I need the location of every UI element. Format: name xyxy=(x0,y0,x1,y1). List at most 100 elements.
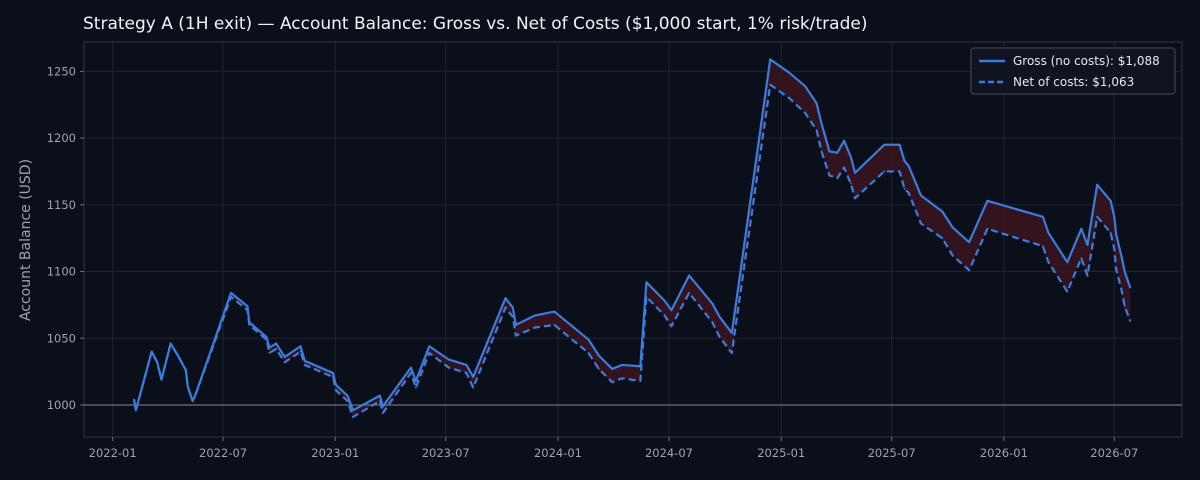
data-point-gross xyxy=(718,315,721,318)
data-point-net xyxy=(1042,245,1044,248)
data-point-net xyxy=(951,254,954,257)
data-point-gross xyxy=(283,356,286,358)
data-point-gross xyxy=(788,71,791,74)
data-point-net xyxy=(299,350,302,353)
data-point-gross xyxy=(843,139,845,142)
data-point-gross xyxy=(849,155,852,158)
data-point-net xyxy=(246,309,249,312)
series-line-gross xyxy=(132,58,1132,412)
data-point-net xyxy=(587,352,590,354)
data-point-gross xyxy=(688,274,691,277)
data-point-net xyxy=(160,378,163,381)
data-point-gross xyxy=(1096,183,1099,186)
x-tick-label: 2024-07 xyxy=(645,446,693,460)
data-point-gross xyxy=(730,332,733,334)
data-point-net xyxy=(428,352,431,354)
data-point-net xyxy=(986,227,989,230)
y-tick-label: 1250 xyxy=(47,64,76,78)
data-point-net xyxy=(688,291,691,294)
data-point-net xyxy=(230,295,232,298)
data-point-net xyxy=(836,177,839,180)
data-point-net xyxy=(1113,247,1116,250)
data-point-gross xyxy=(1113,215,1116,218)
data-point-net xyxy=(1120,289,1123,292)
data-point-gross xyxy=(1129,286,1132,289)
data-point-gross xyxy=(1086,243,1089,246)
data-point-gross xyxy=(275,342,278,345)
data-point-gross xyxy=(597,354,600,357)
data-point-net xyxy=(788,97,791,99)
data-point-gross xyxy=(230,291,232,294)
data-point-net xyxy=(1096,215,1099,218)
chart-title: Strategy A (1H exit) — Account Balance: … xyxy=(83,14,868,34)
series-lines xyxy=(132,58,1132,419)
data-point-net xyxy=(639,380,642,382)
y-axis-label: Account Balance (USD) xyxy=(18,159,34,321)
data-point-net xyxy=(465,372,468,374)
data-point-net xyxy=(248,324,251,326)
data-point-net xyxy=(414,386,417,389)
data-point-net xyxy=(553,324,556,326)
data-point-gross xyxy=(472,376,475,378)
data-point-net xyxy=(1066,290,1069,293)
data-point-gross xyxy=(1042,215,1044,218)
data-point-gross xyxy=(265,336,268,338)
data-point-gross xyxy=(920,194,922,197)
y-tick-labels: 1000 1050 1100 1150 1200 1250 xyxy=(47,64,84,412)
data-point-gross xyxy=(769,58,772,61)
data-point-gross xyxy=(968,241,971,244)
data-point-net xyxy=(346,400,349,402)
data-point-gross xyxy=(1115,233,1118,236)
data-point-net xyxy=(718,336,721,338)
data-point-gross xyxy=(331,372,334,374)
data-point-gross xyxy=(352,409,354,412)
data-point-net xyxy=(511,315,514,318)
data-point-gross xyxy=(414,380,417,382)
x-tick-label: 2025-07 xyxy=(868,446,916,460)
data-point-net xyxy=(194,393,197,396)
x-tick-label: 2024-01 xyxy=(534,446,582,460)
data-point-net xyxy=(378,400,381,402)
data-point-net xyxy=(621,377,623,380)
data-point-gross xyxy=(1123,270,1126,273)
data-point-gross xyxy=(1066,261,1069,264)
data-point-net xyxy=(1047,261,1050,264)
data-point-gross xyxy=(883,143,886,146)
data-point-net xyxy=(597,368,600,370)
data-point-net xyxy=(820,150,823,153)
x-tick-labels: 2022-01 2022-07 2023-01 2023-07 2024-01 2024-… xyxy=(89,437,1138,460)
data-point-gross xyxy=(246,305,249,308)
data-point-gross xyxy=(465,364,468,366)
data-point-net xyxy=(769,83,772,86)
data-point-net xyxy=(854,197,856,200)
x-tick-label: 2022-07 xyxy=(199,446,247,460)
data-point-gross xyxy=(986,199,989,202)
data-point-net xyxy=(804,111,806,114)
x-tick-label: 2023-01 xyxy=(311,446,359,460)
legend-box xyxy=(970,47,1176,95)
data-point-gross xyxy=(504,297,507,300)
data-point-gross xyxy=(815,102,818,105)
data-point-net xyxy=(1129,320,1132,322)
data-point-net xyxy=(968,269,971,272)
data-point-net xyxy=(1109,231,1112,234)
y-tick-label: 1100 xyxy=(47,265,76,279)
data-point-gross xyxy=(410,366,412,369)
data-point-net xyxy=(268,352,271,354)
data-point-net xyxy=(150,350,153,353)
data-point-net xyxy=(303,364,306,366)
data-point-net xyxy=(265,338,268,341)
data-point-gross xyxy=(553,310,556,313)
data-point-gross xyxy=(1047,231,1050,234)
y-tick-label: 1200 xyxy=(47,131,76,145)
data-point-gross xyxy=(828,150,831,153)
data-point-gross xyxy=(854,171,856,174)
data-point-gross xyxy=(303,360,306,362)
data-point-net xyxy=(382,412,384,414)
data-point-gross xyxy=(378,394,381,397)
data-point-net xyxy=(815,129,818,131)
data-point-gross xyxy=(804,85,806,87)
legend: Gross (no costs): $1,088 Net of costs: $… xyxy=(970,47,1176,95)
